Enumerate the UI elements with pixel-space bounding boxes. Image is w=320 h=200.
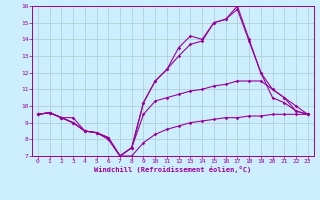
X-axis label: Windchill (Refroidissement éolien,°C): Windchill (Refroidissement éolien,°C)	[94, 166, 252, 173]
